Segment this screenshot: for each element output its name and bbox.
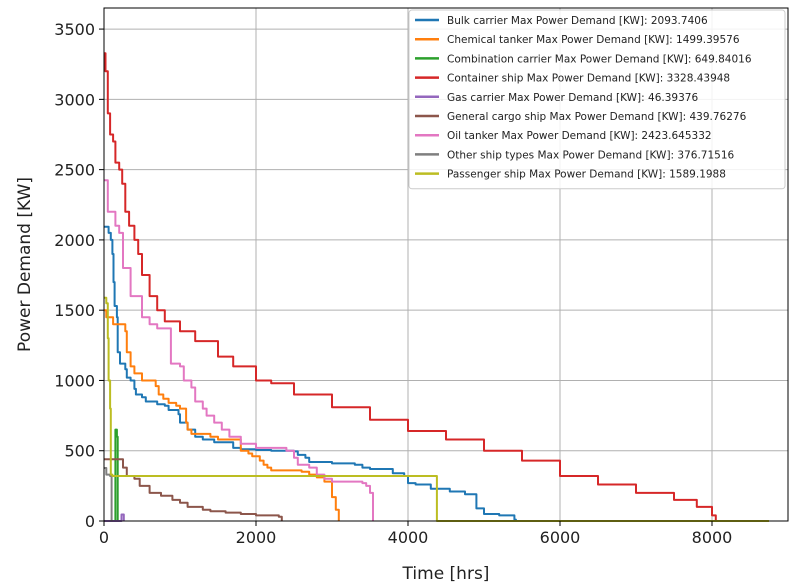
- y-tick-label: 500: [64, 442, 95, 461]
- legend-entry-3: Container ship Max Power Demand [KW]: 33…: [447, 73, 730, 85]
- legend-entry-7: Other ship types Max Power Demand [KW]: …: [447, 149, 735, 161]
- x-tick-label: 4000: [388, 528, 429, 547]
- y-tick-label: 3500: [54, 20, 95, 39]
- series-line-5: [104, 458, 283, 521]
- series-line-7: [104, 467, 113, 521]
- legend-entry-1: Chemical tanker Max Power Demand [KW]: 1…: [447, 34, 740, 46]
- y-tick-label: 3000: [54, 90, 95, 109]
- y-axis-label: Power Demand [KW]: [15, 177, 35, 352]
- y-tick-label: 1500: [54, 301, 95, 320]
- series-line-8: [104, 296, 769, 522]
- series-line-0: [104, 225, 517, 521]
- x-tick-label: 8000: [692, 528, 733, 547]
- legend-box: [408, 9, 786, 190]
- ticks: 0 2000 4000 6000 8000 0 500 1000 1500 2000 2500 300…: [54, 20, 732, 547]
- series-line-1: [104, 309, 340, 521]
- legend-entry-6: Oil tanker Max Power Demand [KW]: 2423.6…: [447, 130, 712, 142]
- legend-entry-2: Combination carrier Max Power Demand [KW…: [447, 53, 752, 65]
- y-tick-label: 1000: [54, 371, 95, 390]
- legend-entry-5: General cargo ship Max Power Demand [KW]…: [447, 111, 747, 123]
- series-line-4: [104, 513, 125, 522]
- series-line-3: [104, 52, 717, 521]
- y-tick-label: 2500: [54, 161, 95, 180]
- series-line-6: [104, 179, 374, 521]
- series-layer: [104, 52, 769, 522]
- x-axis-label: Time [hrs]: [402, 564, 490, 584]
- x-tick-label: 6000: [540, 528, 581, 547]
- legend-entry-8: Passenger ship Max Power Demand [KW]: 15…: [447, 169, 726, 181]
- x-tick-label: 0: [99, 528, 109, 547]
- legend-entry-4: Gas carrier Max Power Demand [KW]: 46.39…: [447, 92, 698, 104]
- x-tick-label: 2000: [236, 528, 277, 547]
- y-tick-label: 0: [85, 512, 95, 531]
- legend: Bulk carrier Max Power Demand [KW]: 2093…: [408, 9, 786, 190]
- y-tick-label: 2000: [54, 231, 95, 250]
- legend-entry-0: Bulk carrier Max Power Demand [KW]: 2093…: [447, 15, 708, 27]
- plot-frame: [103, 7, 789, 522]
